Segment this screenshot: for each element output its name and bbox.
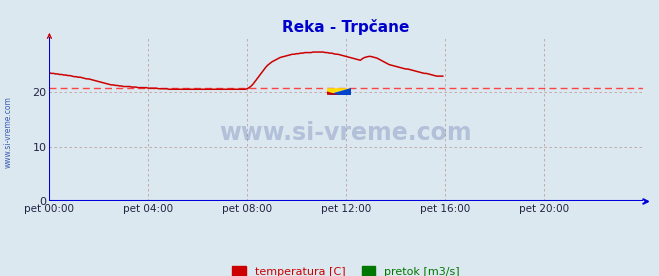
Polygon shape <box>327 88 351 95</box>
Polygon shape <box>327 88 351 95</box>
Polygon shape <box>327 91 339 95</box>
Text: www.si-vreme.com: www.si-vreme.com <box>219 121 473 145</box>
Legend: temperatura [C], pretok [m3/s]: temperatura [C], pretok [m3/s] <box>228 262 464 276</box>
Text: www.si-vreme.com: www.si-vreme.com <box>4 97 13 168</box>
Title: Reka - Trpčane: Reka - Trpčane <box>282 19 410 35</box>
